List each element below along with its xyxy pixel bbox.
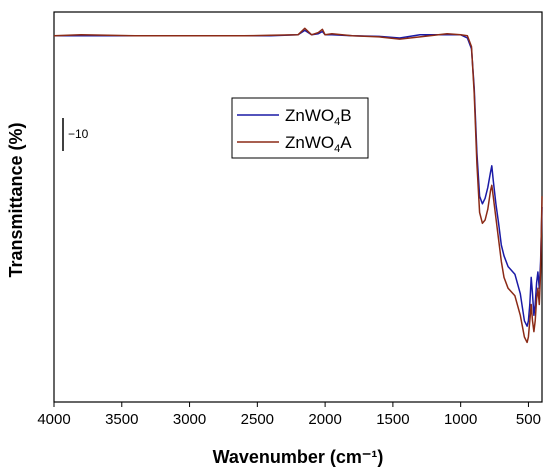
x-tick-label: 1500 [376,411,409,428]
legend-label-zno4a-tail: A [340,133,352,152]
x-tick-label: 2500 [241,411,274,428]
x-tick-label: 4000 [37,411,70,428]
x-axis-title: Wavenumber (cm⁻¹) [213,447,384,467]
legend-label-zno4a-base: ZnWO [285,133,334,152]
legend-label-zno4b-base: ZnWO [285,106,334,125]
legend-label-zno4b-sub: 4 [334,116,340,128]
legend-label-zno4a-sub: 4 [334,143,340,155]
x-tick-label: 500 [516,411,541,428]
x-tick-label: 3000 [173,411,206,428]
y-axis-title: Transmittance (%) [6,122,26,277]
legend-label-zno4b-tail: B [340,106,351,125]
scale-bar-label: −10 [68,127,89,141]
x-tick-label: 1000 [444,411,477,428]
scale-bar: −10 [62,118,89,151]
x-tick-label: 3500 [105,411,138,428]
series-line-b [54,29,543,327]
plot-area-frame [53,11,543,403]
x-tick-label: 2000 [308,411,341,428]
series-lines [53,27,543,344]
series-line-a [53,27,543,344]
legend-label-zno4b: ZnWO4B [285,106,352,128]
legend-box [231,97,369,159]
legend: ZnWO4B ZnWO4A [231,97,369,159]
x-axis-ticks: 4000 3500 3000 2500 2000 1500 1000 500 [37,402,541,428]
legend-label-zno4a: ZnWO4A [285,133,352,155]
